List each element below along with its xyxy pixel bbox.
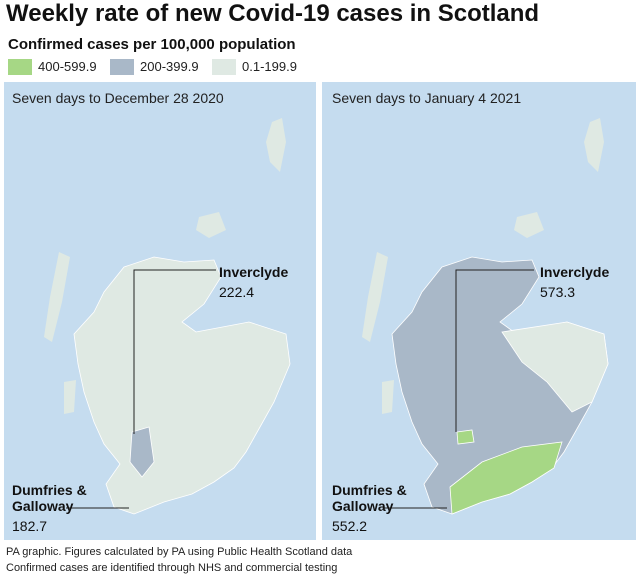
region xyxy=(501,321,609,413)
callout-name: Inverclyde xyxy=(219,264,289,280)
region xyxy=(456,429,475,445)
callout-name: Dumfries & Galloway xyxy=(12,482,87,514)
callout-name: Dumfries & Galloway xyxy=(332,482,407,514)
panel-title: Seven days to January 4 2021 xyxy=(332,90,522,106)
legend-title: Confirmed cases per 100,000 population xyxy=(8,36,296,53)
title: Weekly rate of new Covid-19 cases in Sco… xyxy=(6,0,540,27)
callout-name: Inverclyde xyxy=(540,264,610,280)
callout-value: 573.3 xyxy=(540,284,576,300)
legend-swatch xyxy=(212,59,236,75)
panel-title: Seven days to December 28 2020 xyxy=(12,90,224,106)
footer-line: Confirmed cases are identified through N… xyxy=(6,562,338,574)
legend-label: 0.1-199.9 xyxy=(242,59,297,74)
region xyxy=(129,426,155,478)
map-left xyxy=(4,82,316,540)
legend-swatch xyxy=(110,59,134,75)
callout-value: 222.4 xyxy=(219,284,255,300)
callout-value: 552.2 xyxy=(332,518,368,534)
legend-swatch xyxy=(8,59,32,75)
map-right xyxy=(322,82,636,540)
callout-value: 182.7 xyxy=(12,518,48,534)
footer-line: PA graphic. Figures calculated by PA usi… xyxy=(6,546,353,558)
region xyxy=(449,441,563,515)
legend-label: 400-599.9 xyxy=(38,59,97,74)
legend-label: 200-399.9 xyxy=(140,59,199,74)
